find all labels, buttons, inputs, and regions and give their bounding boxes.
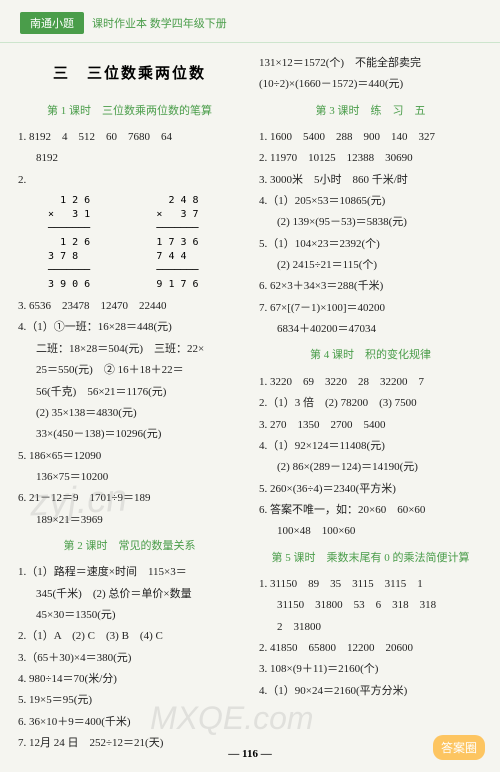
- item-text: 131×12＝1572(个) 不能全部卖完: [259, 53, 482, 73]
- item-text: (10÷2)×(1660－1572)＝440(元): [259, 74, 482, 94]
- item-text: (2) 2415÷21＝115(个): [259, 255, 482, 275]
- lesson-4-title: 第 4 课时 积的变化规律: [259, 345, 482, 365]
- item-text: 189×21＝3969: [18, 510, 241, 530]
- item-text: 345(千米) (2) 总价＝单价×数量: [18, 584, 241, 604]
- item-text: 2. 41850 65800 12200 20600: [259, 638, 482, 658]
- item-text: 3.（65＋30)×4＝380(元): [18, 648, 241, 668]
- item-text: 56(千克) 56×21＝1176(元): [18, 382, 241, 402]
- item-text: 8192: [18, 148, 241, 168]
- item-text: 4.（1）①一班：16×28＝448(元): [18, 317, 241, 337]
- item-text: 4. 980÷14＝70(米/分): [18, 669, 241, 689]
- item-text: 2.: [18, 170, 241, 190]
- lesson-1-title: 第 1 课时 三位数乘两位数的笔算: [18, 101, 241, 121]
- item-text: 33×(450－138)＝10296(元): [18, 424, 241, 444]
- item-text: 3. 3000米 5小时 860 千米/时: [259, 170, 482, 190]
- chapter-title: 三 三位数乘两位数: [18, 61, 241, 89]
- item-text: 2.（1）3 倍 (2) 78200 (3) 7500: [259, 393, 482, 413]
- item-text: 4.（1）205×53＝10865(元): [259, 191, 482, 211]
- item-text: 1. 1600 5400 288 900 140 327: [259, 127, 482, 147]
- item-text: 5.（1）104×23＝2392(个): [259, 234, 482, 254]
- item-text: 6. 21－12＝9 1701÷9＝189: [18, 488, 241, 508]
- item-text: 45×30＝1350(元): [18, 605, 241, 625]
- item-text: 2 31800: [259, 617, 482, 637]
- content-area: 三 三位数乘两位数 第 1 课时 三位数乘两位数的笔算 1. 8192 4 51…: [0, 43, 500, 764]
- lesson-3-title: 第 3 课时 练 习 五: [259, 101, 482, 121]
- item-text: 31150 31800 53 6 318 318: [259, 595, 482, 615]
- header-badge: 南通小题: [20, 12, 84, 34]
- item-text: 4.（1）90×24＝2160(平方分米): [259, 681, 482, 701]
- item-text: 1. 31150 89 35 3115 3115 1: [259, 574, 482, 594]
- item-text: 4.（1）92×124＝11408(元): [259, 436, 482, 456]
- calculation-block: 1 2 6 2 4 8 × 3 1 × 3 7 ─────── ─────── …: [36, 194, 241, 292]
- header-subtitle: 课时作业本 数学四年级下册: [92, 15, 227, 31]
- item-text: 3. 6536 23478 12470 22440: [18, 296, 241, 316]
- lesson-5-title: 第 5 课时 乘数末尾有 0 的乘法简便计算: [259, 548, 482, 568]
- item-text: 6834＋40200＝47034: [259, 319, 482, 339]
- item-text: 5. 260×(36÷4)＝2340(平方米): [259, 479, 482, 499]
- item-text: (2) 35×138＝4830(元): [18, 403, 241, 423]
- item-text: 7. 67×[(7－1)×100]＝40200: [259, 298, 482, 318]
- item-text: 6. 答案不唯一，如：20×60 60×60: [259, 500, 482, 520]
- item-text: 25＝550(元) ② 16＋18＋22＝: [18, 360, 241, 380]
- item-text: 2. 11970 10125 12388 30690: [259, 148, 482, 168]
- item-text: (2) 86×(289－124)＝14190(元): [259, 457, 482, 477]
- right-column: 131×12＝1572(个) 不能全部卖完 (10÷2)×(1660－1572)…: [259, 53, 482, 754]
- item-text: 5. 186×65＝12090: [18, 446, 241, 466]
- page-header: 南通小题 课时作业本 数学四年级下册: [0, 0, 500, 43]
- item-text: 100×48 100×60: [259, 521, 482, 541]
- left-column: 三 三位数乘两位数 第 1 课时 三位数乘两位数的笔算 1. 8192 4 51…: [18, 53, 241, 754]
- lesson-2-title: 第 2 课时 常见的数量关系: [18, 536, 241, 556]
- item-text: 5. 19×5＝95(元): [18, 690, 241, 710]
- item-text: 1.（1）路程＝速度×时间 115×3＝: [18, 562, 241, 582]
- item-text: 二班：18×28＝504(元) 三班：22×: [18, 339, 241, 359]
- item-text: 2.（1）A (2) C (3) B (4) C: [18, 626, 241, 646]
- item-text: 3. 108×(9＋11)＝2160(个): [259, 659, 482, 679]
- item-text: (2) 139×(95－53)＝5838(元): [259, 212, 482, 232]
- page-number: — 116 —: [0, 748, 500, 760]
- item-text: 6. 36×10＋9＝400(千米): [18, 712, 241, 732]
- item-text: 6. 62×3＋34×3＝288(千米): [259, 276, 482, 296]
- item-text: 1. 8192 4 512 60 7680 64: [18, 127, 241, 147]
- item-text: 3. 270 1350 2700 5400: [259, 415, 482, 435]
- item-text: 136×75＝10200: [18, 467, 241, 487]
- item-text: 1. 3220 69 3220 28 32200 7: [259, 372, 482, 392]
